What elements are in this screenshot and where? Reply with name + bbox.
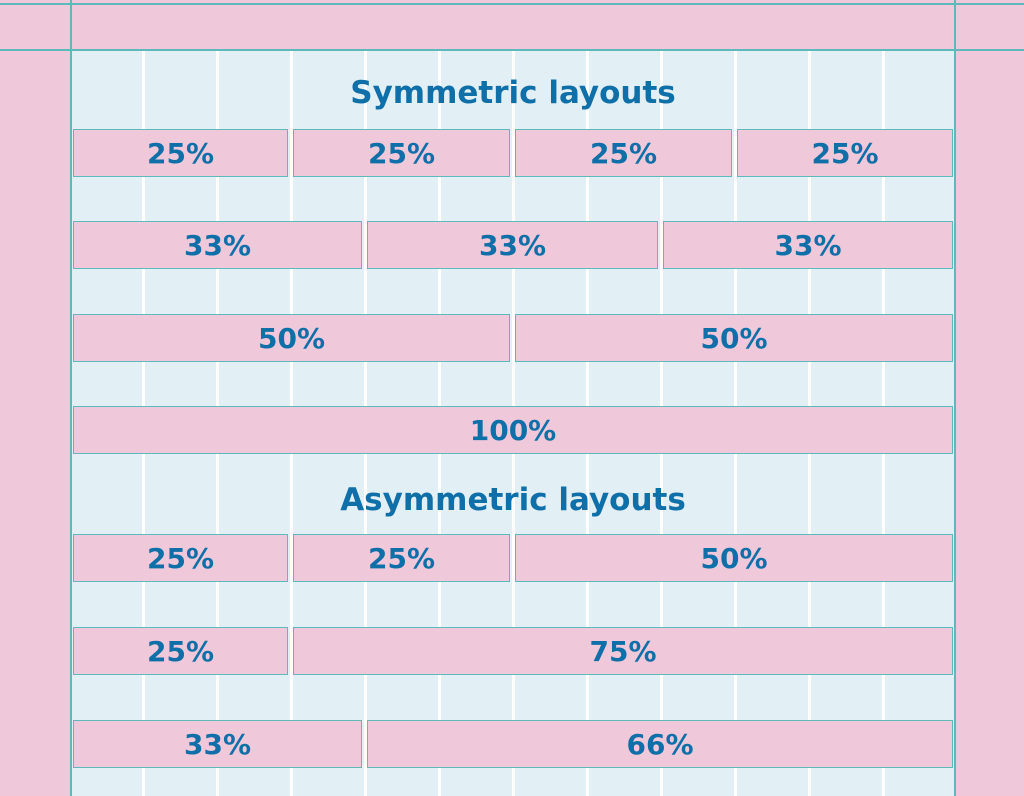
layout-block: 33% — [663, 221, 953, 269]
layout-block: 25% — [293, 129, 510, 177]
frame-line-header — [0, 49, 1024, 51]
frame-line-left — [70, 0, 72, 796]
top-margin-band — [0, 0, 1024, 51]
layout-block: 66% — [367, 720, 953, 768]
layout-block: 25% — [293, 534, 510, 582]
layout-block: 25% — [73, 627, 288, 675]
layout-block: 33% — [73, 221, 362, 269]
frame-line-top — [0, 3, 1024, 5]
frame-line-right — [954, 0, 956, 796]
layout-block: 25% — [73, 129, 288, 177]
layout-block: 33% — [73, 720, 362, 768]
layout-block: 50% — [515, 534, 953, 582]
layout-block: 33% — [367, 221, 658, 269]
layout-block: 25% — [737, 129, 953, 177]
layout-block: 50% — [73, 314, 510, 362]
layout-block: 100% — [73, 406, 953, 454]
layout-block: 75% — [293, 627, 953, 675]
asymmetric-layouts-heading: Asymmetric layouts — [340, 482, 686, 518]
layout-block: 25% — [515, 129, 732, 177]
symmetric-layouts-heading: Symmetric layouts — [350, 75, 676, 111]
layout-block: 25% — [73, 534, 288, 582]
layout-block: 50% — [515, 314, 953, 362]
